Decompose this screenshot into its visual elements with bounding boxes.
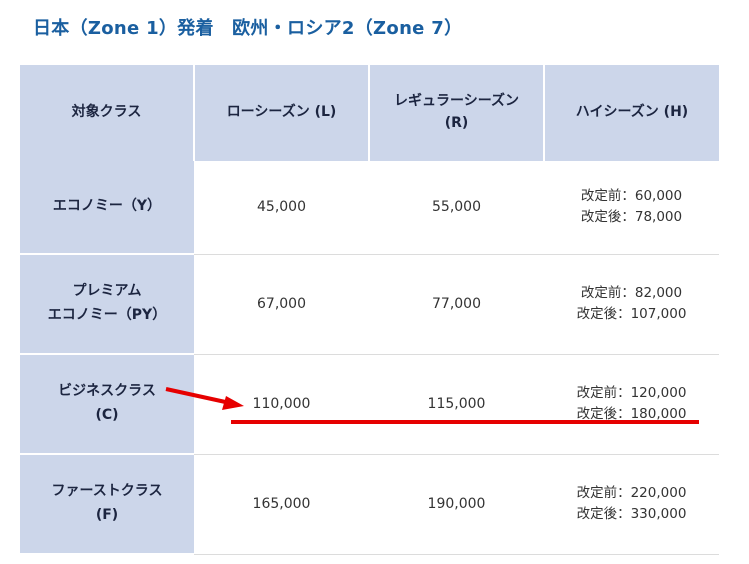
high-before-text: 改定前：60,000	[580, 188, 683, 205]
table-row-economy: エコノミー（Y） 45,000 55,000 改定前：60,000 改定後：78…	[20, 161, 719, 255]
cell-regular: 115,000	[369, 354, 544, 455]
header-low-season: ローシーズン (L)	[193, 65, 369, 161]
cell-high: 改定前：220,000 改定後：330,000	[544, 454, 719, 555]
table-row-business: ビジネスクラス (C) 110,000 115,000 改定前：120,000 …	[20, 354, 719, 455]
row-label-economy: エコノミー（Y）	[20, 161, 194, 255]
high-after-text: 改定後：107,000	[576, 306, 687, 322]
high-after-text: 改定後：330,000	[576, 506, 687, 522]
header-high-label: ハイシーズン (H)	[575, 104, 689, 121]
row-label-business: ビジネスクラス (C)	[20, 354, 194, 455]
header-low-label: ローシーズン (L)	[226, 104, 337, 121]
high-before-text: 改定前：220,000	[576, 485, 687, 502]
cell-low: 165,000	[194, 454, 369, 555]
cell-high: 改定前：60,000 改定後：78,000	[544, 161, 719, 255]
high-before-text: 改定前：82,000	[580, 285, 683, 302]
high-before-text: 改定前：120,000	[576, 385, 687, 402]
cell-regular: 55,000	[369, 161, 544, 255]
row-label-text: ファーストクラス (F)	[51, 483, 163, 523]
header-class: 対象クラス	[20, 65, 194, 161]
row-label-premium-economy: プレミアム エコノミー（PY）	[20, 254, 194, 355]
table-row-first: ファーストクラス (F) 165,000 190,000 改定前：220,000…	[20, 454, 719, 555]
cell-low: 110,000	[194, 354, 369, 455]
table-header-row: 対象クラス ローシーズン (L) レギュラーシーズン (R) ハイシーズン (H…	[20, 65, 719, 161]
cell-low: 67,000	[194, 254, 369, 355]
cell-regular: 190,000	[369, 454, 544, 555]
row-label-text: プレミアム エコノミー（PY）	[47, 283, 167, 323]
cell-high: 改定前：120,000 改定後：180,000	[544, 354, 719, 455]
header-regular-season: レギュラーシーズン (R)	[368, 65, 544, 161]
cell-low: 45,000	[194, 161, 369, 255]
page-title: 日本（Zone 1）発着 欧州・ロシア2（Zone 7）	[33, 18, 463, 39]
fare-table: 対象クラス ローシーズン (L) レギュラーシーズン (R) ハイシーズン (H…	[20, 65, 719, 555]
high-after-text: 改定後：180,000	[576, 406, 687, 422]
row-label-first: ファーストクラス (F)	[20, 454, 194, 555]
table-row-premium-economy: プレミアム エコノミー（PY） 67,000 77,000 改定前：82,000…	[20, 254, 719, 355]
cell-high: 改定前：82,000 改定後：107,000	[544, 254, 719, 355]
header-class-label: 対象クラス	[71, 104, 142, 121]
cell-regular: 77,000	[369, 254, 544, 355]
high-after-text: 改定後：78,000	[580, 209, 683, 226]
header-regular-label: レギュラーシーズン (R)	[393, 93, 520, 131]
row-label-text: エコノミー（Y）	[52, 198, 162, 215]
row-label-text: ビジネスクラス (C)	[58, 383, 156, 423]
header-high-season: ハイシーズン (H)	[543, 65, 719, 161]
